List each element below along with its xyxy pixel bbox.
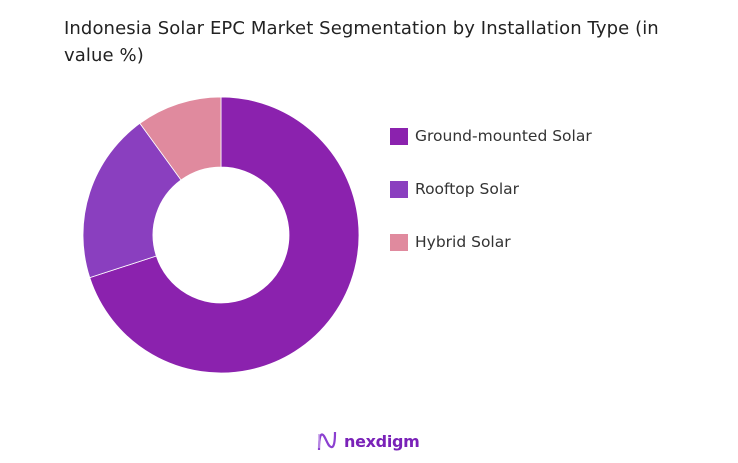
legend-label: Rooftop Solar [415, 180, 520, 198]
legend: Ground-mounted Solar Rooftop Solar Hybrid … [390, 126, 592, 285]
chart-title: Indonesia Solar EPC Market Segmentation … [64, 18, 659, 66]
brand-name: nexdigm [344, 431, 420, 451]
donut-slice-ground-mounted-solar [89, 96, 360, 374]
donut-slice-hybrid-solar [139, 96, 222, 181]
legend-label: Ground-mounted Solar [415, 127, 592, 145]
legend-item: Ground-mounted Solar [390, 126, 592, 146]
donut-slice-rooftop-solar [82, 122, 182, 279]
legend-swatch [390, 127, 408, 145]
legend-item: Hybrid Solar [390, 232, 592, 252]
legend-swatch [390, 233, 408, 251]
nexdigm-logo-icon [317, 431, 337, 451]
legend-item: Rooftop Solar [390, 179, 592, 199]
brand-logo: nexdigm [316, 430, 420, 452]
legend-swatch [390, 180, 408, 198]
legend-label: Hybrid Solar [415, 233, 511, 251]
